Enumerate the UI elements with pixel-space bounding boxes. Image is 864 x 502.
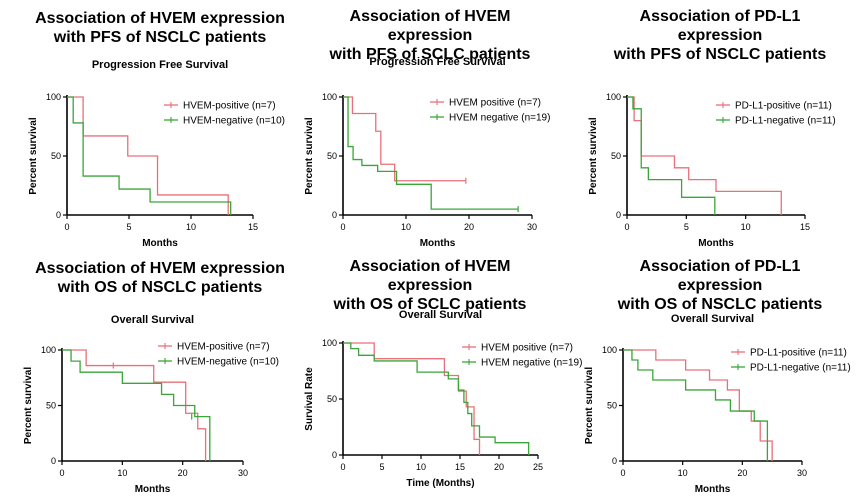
x-tick-label: 30 [238, 468, 248, 478]
panel-heading: Association of HVEM expression with OS o… [333, 258, 527, 313]
y-axis-label: Percent survival [23, 367, 34, 444]
legend-label: HVEM-negative (n=10) [183, 116, 285, 127]
y-tick-label: 100 [322, 338, 337, 348]
series-line-positive [67, 96, 229, 215]
y-axis-label: Percent survival [28, 117, 39, 194]
legend-label: PD-L1-positive (n=11) [750, 348, 847, 359]
plot-title: Overall Survival [111, 314, 194, 326]
plot-title: Progression Free Survival [92, 59, 228, 71]
y-tick-label: 100 [41, 345, 56, 355]
x-tick-label: 25 [533, 462, 543, 472]
legend-label: HVEM-positive (n=7) [177, 342, 270, 353]
x-tick-label: 20 [494, 462, 504, 472]
x-tick-label: 10 [416, 462, 426, 472]
legend-label: HVEM positive (n=7) [481, 343, 573, 354]
y-tick-label: 0 [616, 210, 621, 220]
x-tick-label: 15 [248, 222, 258, 232]
y-tick-label: 100 [606, 92, 621, 102]
y-axis-label: Percent survival [588, 117, 599, 194]
x-axis-label: Months [695, 484, 731, 495]
x-tick-label: 15 [455, 462, 465, 472]
legend-label: HVEM negative (n=19) [481, 358, 582, 369]
x-tick-label: 10 [117, 468, 127, 478]
y-axis-label: Survival Rate [304, 367, 315, 431]
y-tick-label: 100 [602, 345, 617, 355]
y-tick-label: 50 [46, 401, 56, 411]
x-tick-label: 10 [741, 222, 751, 232]
legend-label: HVEM-positive (n=7) [183, 101, 276, 112]
x-tick-label: 10 [401, 222, 411, 232]
x-tick-label: 15 [800, 222, 810, 232]
x-tick-label: 0 [340, 462, 345, 472]
x-tick-label: 0 [620, 468, 625, 478]
x-tick-label: 5 [126, 222, 131, 232]
series-line-negative [623, 349, 769, 461]
plot-title: Overall Survival [399, 309, 482, 321]
series-line-positive [62, 349, 207, 461]
x-tick-label: 0 [624, 222, 629, 232]
x-axis-label: Months [420, 238, 456, 249]
x-tick-label: 30 [797, 468, 807, 478]
y-tick-label: 50 [327, 151, 337, 161]
x-tick-label: 10 [678, 468, 688, 478]
x-axis-label: Months [135, 484, 171, 495]
legend-label: HVEM positive (n=7) [449, 98, 541, 109]
legend-label: PD-L1-negative (n=11) [735, 116, 836, 127]
x-tick-label: 20 [464, 222, 474, 232]
series-line-negative [343, 342, 530, 455]
y-tick-label: 0 [612, 456, 617, 466]
x-axis-label: Time (Months) [406, 478, 474, 489]
y-tick-label: 50 [611, 151, 621, 161]
x-axis-label: Months [698, 238, 734, 249]
y-tick-label: 50 [51, 151, 61, 161]
y-tick-label: 0 [51, 456, 56, 466]
x-tick-label: 10 [186, 222, 196, 232]
x-tick-label: 0 [59, 468, 64, 478]
y-axis-label: Percent survival [304, 117, 315, 194]
series-line-negative [67, 96, 232, 215]
plot-title: Overall Survival [671, 313, 754, 325]
legend-label: PD-L1-positive (n=11) [735, 101, 832, 112]
series-line-negative [62, 349, 211, 461]
y-tick-label: 0 [332, 210, 337, 220]
legend-label: HVEM-negative (n=10) [177, 357, 279, 368]
x-tick-label: 30 [527, 222, 537, 232]
x-tick-label: 20 [737, 468, 747, 478]
x-tick-label: 0 [340, 222, 345, 232]
y-axis-label: Percent survival [584, 367, 595, 444]
panel-heading: Association of PD-L1 expression with PFS… [613, 8, 827, 63]
x-axis-label: Months [142, 238, 178, 249]
y-tick-label: 0 [332, 450, 337, 460]
x-tick-label: 20 [178, 468, 188, 478]
legend-label: PD-L1-negative (n=11) [750, 363, 851, 374]
panel-heading: Association of HVEM expression with PFS … [35, 10, 285, 46]
x-tick-label: 5 [684, 222, 689, 232]
series-line-positive [623, 349, 773, 461]
series-line-negative [627, 96, 716, 215]
panel-heading: Association of PD-L1 expression with OS … [617, 258, 823, 313]
series-line-negative [343, 96, 519, 210]
series-line-positive [343, 96, 466, 182]
y-tick-label: 50 [607, 401, 617, 411]
y-tick-label: 100 [322, 92, 337, 102]
legend-label: HVEM negative (n=19) [449, 113, 550, 124]
series-line-positive [627, 96, 782, 215]
y-tick-label: 50 [327, 394, 337, 404]
panel-heading: Association of HVEM expression with OS o… [35, 260, 285, 296]
x-tick-label: 5 [379, 462, 384, 472]
y-tick-label: 0 [56, 210, 61, 220]
plot-title: Progression Free Survival [369, 56, 505, 68]
x-tick-label: 0 [64, 222, 69, 232]
panel-heading: Association of HVEM expression with PFS … [329, 8, 531, 63]
y-tick-label: 100 [46, 92, 61, 102]
